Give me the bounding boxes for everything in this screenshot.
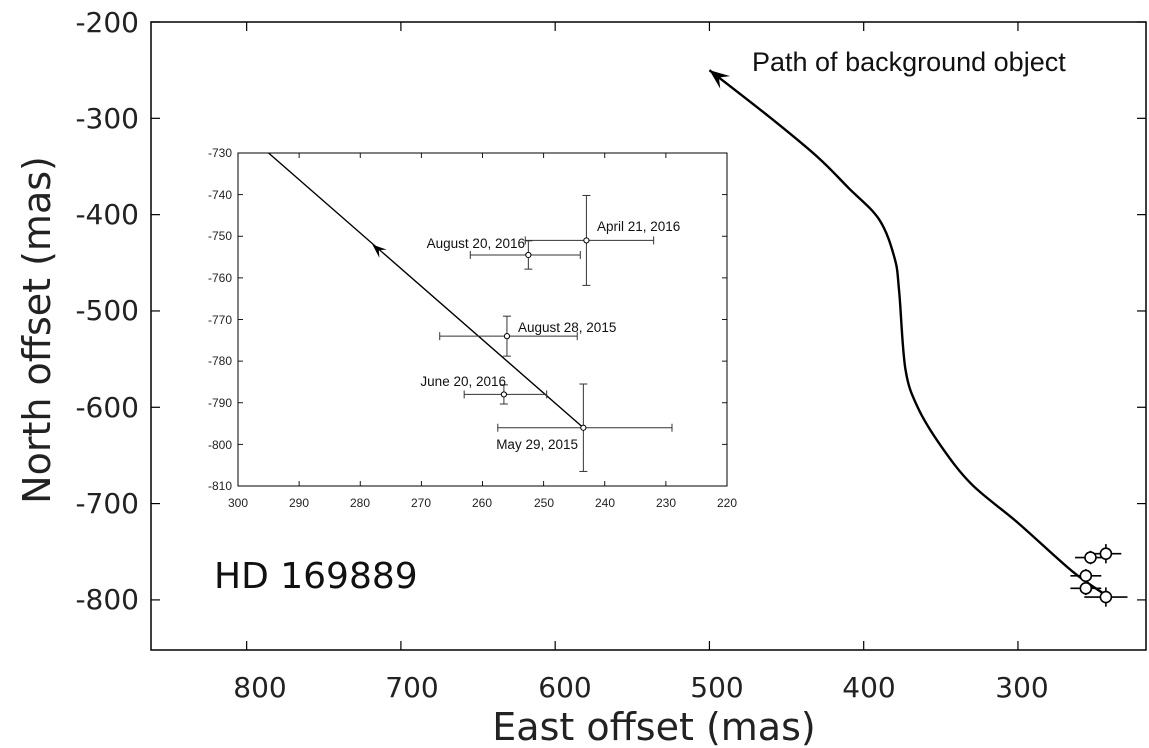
inset-track-arrowhead: [372, 244, 387, 258]
main-x-tick-label: 300: [995, 671, 1048, 704]
inset-y-tick-label: -760: [208, 271, 232, 285]
inset-y-tick-label: -740: [208, 188, 232, 202]
inset-plot-frame: [237, 152, 728, 487]
inset-data-point: [500, 391, 507, 398]
main-data-point: [1079, 582, 1093, 595]
inset-y-tick-label: -790: [208, 396, 232, 410]
main-y-tick-label: -400: [75, 198, 139, 231]
inset-x-tick-label: 280: [350, 496, 370, 510]
inset-y-tick-label: -780: [208, 354, 232, 368]
main-data-point: [1084, 551, 1097, 564]
point-label-aug-2016: August 20, 2016: [427, 236, 525, 251]
inset-points: [439, 194, 673, 472]
track-arrowhead: [709, 70, 731, 89]
main-data-point: [1099, 547, 1113, 560]
main-x-tick-label: 600: [538, 671, 591, 704]
main-x-tick-label: 700: [385, 671, 438, 704]
inset-x-tick-label: 250: [534, 496, 554, 510]
inset-x-tick-label: 270: [411, 496, 431, 510]
inset-track-line: [268, 152, 584, 429]
inset-y-tick-label: -770: [208, 313, 232, 327]
inset-x-tick-label: 230: [656, 496, 676, 510]
main-points: [1070, 544, 1128, 607]
x-axis-title: East offset (mas): [492, 705, 815, 748]
inset-y-tick-label: -810: [208, 479, 232, 493]
main-x-tick-label: 800: [233, 671, 286, 704]
inset-x-tick-label: 260: [472, 496, 492, 510]
inset-data-point: [525, 251, 532, 259]
inset-x-tick-label: 290: [289, 496, 309, 510]
inset-y-tick-label: -800: [208, 438, 232, 452]
inset-y-tick-label: -730: [208, 146, 232, 160]
inset-ticks: [237, 152, 728, 487]
path-annotation: Path of background object: [752, 47, 1066, 77]
inset-track: [268, 152, 584, 429]
inset-x-tick-label: 220: [717, 496, 737, 510]
main-track: [708, 69, 1107, 597]
main-y-tick-label: -500: [75, 294, 139, 327]
inset-chart: 300 290 280 270 260 250 240 230 220 -730…: [208, 146, 737, 510]
main-y-tick-label: -300: [75, 102, 139, 135]
inset-data-point: [580, 424, 587, 431]
inset-x-tick-label: 240: [595, 496, 615, 510]
background-object-track: [708, 69, 1107, 597]
point-label-apr-2016: April 21, 2016: [597, 219, 680, 234]
inset-y-tick-label: -750: [208, 229, 232, 243]
main-y-tick-label: -700: [75, 487, 139, 520]
main-data-point: [1079, 569, 1093, 583]
main-x-tick-label: 400: [842, 671, 895, 704]
main-x-tick-label: 500: [690, 671, 743, 704]
point-label-may-2015: May 29, 2015: [496, 437, 578, 452]
inset-x-tick-label: 300: [228, 496, 248, 510]
main-ticks: [151, 21, 1146, 650]
main-y-tick-label: -200: [75, 6, 139, 39]
main-data-point: [1099, 590, 1113, 604]
y-axis-title: North offset (mas): [15, 156, 59, 504]
main-y-tick-label: -600: [75, 391, 139, 424]
inset-data-point: [583, 237, 590, 244]
inset-data-point: [503, 333, 511, 340]
point-label-aug-2015: August 28, 2015: [518, 320, 616, 335]
point-label-jun-2016: June 20, 2016: [420, 374, 506, 389]
star-name-label: HD 169889: [214, 556, 418, 597]
main-y-tick-label: -800: [75, 583, 139, 616]
